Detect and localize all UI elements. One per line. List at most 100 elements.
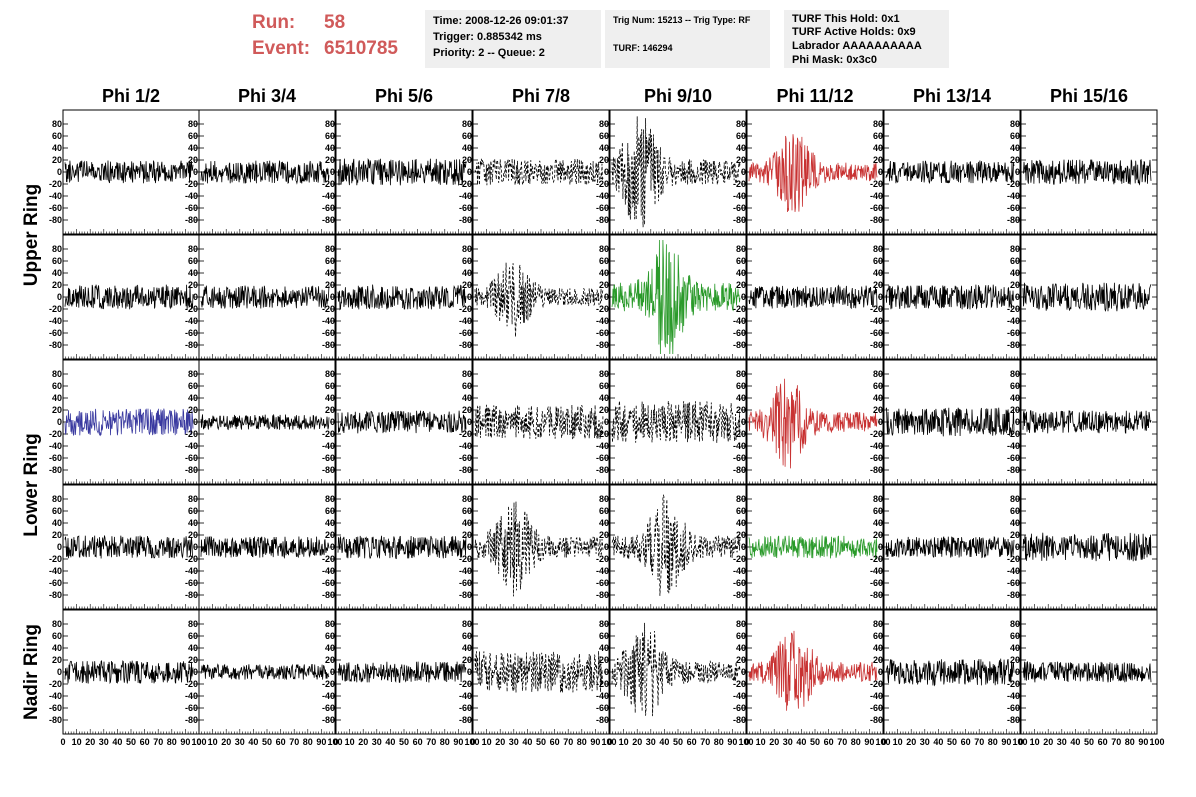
y-tick-label: 20 — [52, 155, 62, 165]
y-tick-label: 20 — [1010, 155, 1020, 165]
x-tick-label: 70 — [974, 737, 984, 747]
y-tick-label: 40 — [462, 268, 472, 278]
y-tick-label: -60 — [870, 703, 883, 713]
y-tick-label: 0 — [604, 542, 609, 552]
y-tick-label: 20 — [599, 655, 609, 665]
y-tick-label: 60 — [599, 506, 609, 516]
y-tick-label: -20 — [322, 554, 335, 564]
y-tick-label: -20 — [185, 679, 198, 689]
x-tick-label: 40 — [522, 737, 532, 747]
y-tick-label: -20 — [459, 554, 472, 564]
x-tick-label: 100 — [327, 737, 342, 747]
waveform-trace — [1022, 410, 1152, 434]
x-tick-label: 60 — [824, 737, 834, 747]
y-tick-label: 60 — [873, 131, 883, 141]
trig-num-line: Trig Num: 15213 -- Trig Type: RF — [613, 15, 751, 25]
time-line: Time: 2008-12-26 09:01:37 — [433, 15, 569, 27]
waveform-panel: -80 -60 -40 -20 0 20 40 60 80 — [185, 109, 336, 235]
x-tick-label: 80 — [988, 737, 998, 747]
run-value: 58 — [324, 12, 346, 33]
y-tick-label: -20 — [596, 429, 609, 439]
y-tick-label: 0 — [330, 542, 335, 552]
waveform-panel: -80 -60 -40 -20 0 20 40 60 80 — [596, 484, 747, 610]
y-tick-label: 60 — [1010, 381, 1020, 391]
y-tick-label: 80 — [52, 119, 62, 129]
x-tick-label: 50 — [1084, 737, 1094, 747]
y-tick-label: -40 — [49, 566, 62, 576]
y-tick-label: 0 — [1015, 167, 1020, 177]
x-tick-label: 10 — [208, 737, 218, 747]
y-tick-label: -20 — [185, 304, 198, 314]
y-tick-label: -80 — [596, 465, 609, 475]
y-tick-label: -60 — [596, 203, 609, 213]
y-tick-label: 40 — [873, 518, 883, 528]
x-tick-label: 20 — [769, 737, 779, 747]
y-tick-label: -40 — [596, 191, 609, 201]
x-tick-label: 20 — [632, 737, 642, 747]
y-tick-label: 20 — [873, 155, 883, 165]
y-tick-label: 20 — [462, 280, 472, 290]
y-tick-label: -20 — [322, 429, 335, 439]
y-tick-label: -60 — [733, 703, 746, 713]
y-tick-label: -20 — [870, 179, 883, 189]
y-tick-label: -60 — [870, 328, 883, 338]
waveform-trace — [885, 658, 1015, 687]
y-tick-label: 40 — [188, 268, 198, 278]
waveform-panel: -80 -60 -40 -20 0 20 40 60 80 — [322, 484, 473, 610]
y-tick-label: 60 — [325, 631, 335, 641]
y-tick-label: -20 — [870, 679, 883, 689]
y-tick-label: 0 — [741, 542, 746, 552]
y-tick-label: -80 — [733, 215, 746, 225]
x-tick-label: 60 — [961, 737, 971, 747]
y-tick-label: -80 — [459, 215, 472, 225]
y-tick-label: 60 — [188, 506, 198, 516]
y-tick-label: -20 — [322, 679, 335, 689]
y-tick-label: -40 — [185, 191, 198, 201]
x-tick-label: 0 — [196, 737, 201, 747]
x-tick-label: 20 — [1043, 737, 1053, 747]
y-tick-label: 40 — [188, 393, 198, 403]
event-value: 6510785 — [324, 38, 398, 59]
y-tick-label: -20 — [870, 429, 883, 439]
y-tick-label: 40 — [873, 393, 883, 403]
x-tick-label: 10 — [619, 737, 629, 747]
x-tick-label: 60 — [140, 737, 150, 747]
x-tick-label: 100 — [1149, 737, 1164, 747]
column-header: Phi 3/4 — [237, 86, 297, 106]
y-tick-label: 80 — [52, 369, 62, 379]
y-tick-label: 40 — [1010, 643, 1020, 653]
y-tick-label: -40 — [596, 691, 609, 701]
y-tick-label: -20 — [459, 429, 472, 439]
y-tick-label: 20 — [188, 155, 198, 165]
x-tick-label: 0 — [60, 737, 65, 747]
y-tick-label: 80 — [188, 619, 198, 629]
y-tick-label: -20 — [733, 304, 746, 314]
x-tick-label: 90 — [1001, 737, 1011, 747]
y-tick-label: 40 — [325, 643, 335, 653]
y-tick-label: 0 — [467, 167, 472, 177]
x-tick-label: 30 — [235, 737, 245, 747]
y-tick-label: -80 — [1007, 340, 1020, 350]
x-tick-label: 30 — [920, 737, 930, 747]
priority-line: Priority: 2 -- Queue: 2 — [433, 47, 545, 59]
y-tick-label: 80 — [188, 244, 198, 254]
y-tick-label: 60 — [1010, 256, 1020, 266]
y-tick-label: 20 — [599, 280, 609, 290]
x-tick-label: 80 — [851, 737, 861, 747]
y-tick-label: 40 — [325, 143, 335, 153]
y-tick-label: -60 — [596, 328, 609, 338]
waveform-panel: -80 -60 -40 -20 0 20 40 60 80 — [596, 109, 747, 235]
waveform-trace — [885, 284, 1015, 310]
x-tick-label: 30 — [1057, 737, 1067, 747]
y-tick-label: -80 — [185, 215, 198, 225]
y-tick-label: 0 — [57, 667, 62, 677]
y-tick-label: 0 — [330, 667, 335, 677]
waveform-panel: -80 -60 -40 -20 0 20 40 60 80 — [1007, 484, 1158, 610]
y-tick-label: -40 — [1007, 316, 1020, 326]
y-tick-label: 60 — [188, 631, 198, 641]
y-tick-label: -80 — [870, 715, 883, 725]
y-tick-label: 80 — [52, 619, 62, 629]
y-tick-label: -40 — [596, 441, 609, 451]
x-tick-label: 60 — [413, 737, 423, 747]
y-tick-label: 60 — [599, 631, 609, 641]
